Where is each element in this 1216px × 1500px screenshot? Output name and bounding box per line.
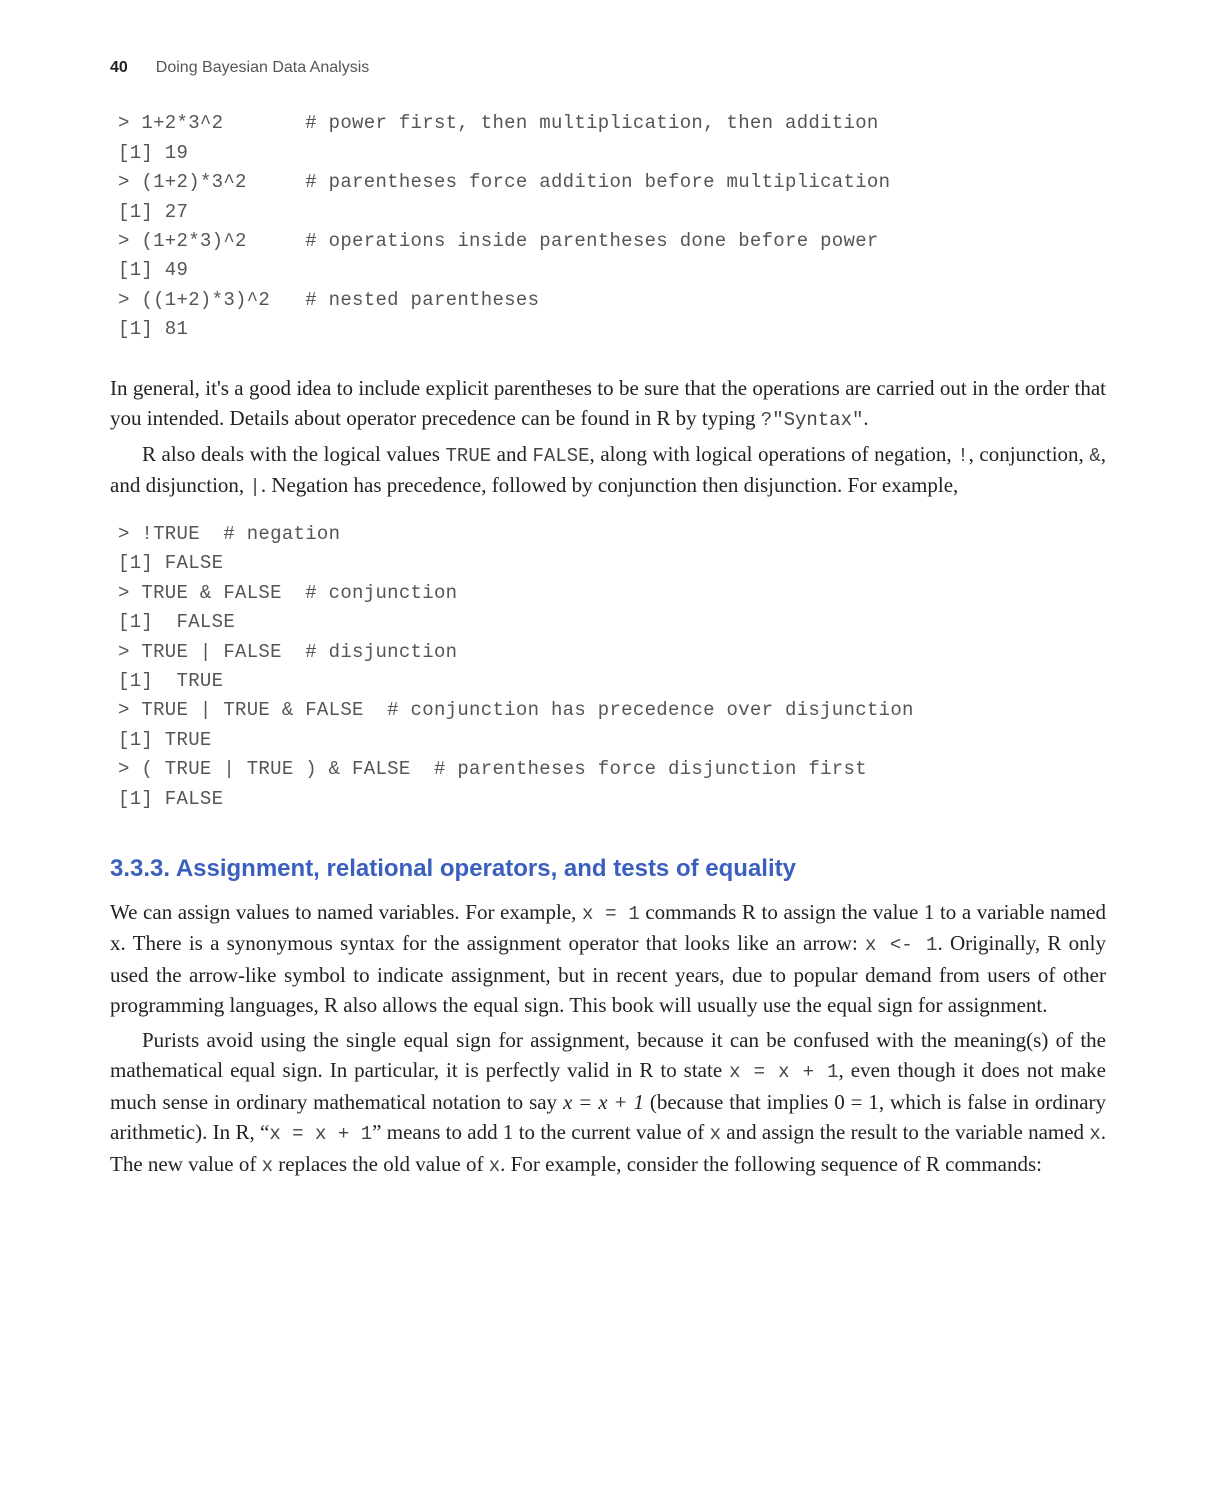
code-line: > ((1+2)*3)^2 # nested parentheses <box>118 289 539 311</box>
section-title: Assignment, relational operators, and te… <box>176 855 796 882</box>
inline-code: x = x + 1 <box>729 1061 838 1083</box>
text-run: . Negation has precedence, followed by c… <box>261 473 958 497</box>
inline-code: TRUE <box>446 445 492 467</box>
inline-code: ?"Syntax" <box>761 409 864 431</box>
inline-code: x <box>710 1123 721 1145</box>
inline-code: x = x + 1 <box>269 1123 372 1145</box>
running-header: 40 Doing Bayesian Data Analysis <box>110 56 1106 79</box>
text-run: R also deals with the logical values <box>142 442 446 466</box>
text-run: We can assign values to named variables.… <box>110 900 582 924</box>
inline-code: & <box>1089 445 1100 467</box>
inline-code: x = 1 <box>582 903 640 925</box>
code-line: > 1+2*3^2 # power first, then multiplica… <box>118 112 879 134</box>
code-line: [1] FALSE <box>118 552 223 574</box>
page: 40 Doing Bayesian Data Analysis > 1+2*3^2… <box>0 0 1216 1500</box>
text-run: , along with logical operations of negat… <box>590 442 958 466</box>
text-run: . <box>863 406 868 430</box>
code-line: [1] 19 <box>118 142 188 164</box>
paragraph-logical: R also deals with the logical values TRU… <box>110 439 1106 502</box>
text-run: and assign the result to the variable na… <box>721 1120 1089 1144</box>
text-run: ” means to add 1 to the current value of <box>372 1120 709 1144</box>
text-run: . For example, consider the following se… <box>500 1152 1042 1176</box>
text-run: , conjunction, <box>969 442 1090 466</box>
code-line: [1] TRUE <box>118 729 212 751</box>
code-line: > TRUE | FALSE # disjunction <box>118 641 457 663</box>
text-run: and <box>491 442 532 466</box>
page-number: 40 <box>110 59 128 76</box>
code-block-operator-precedence: > 1+2*3^2 # power first, then multiplica… <box>118 109 1106 345</box>
code-line: [1] 49 <box>118 259 188 281</box>
inline-code: x <box>1089 1123 1100 1145</box>
inline-code: | <box>249 476 260 498</box>
inline-code: x <- 1 <box>865 934 937 956</box>
paragraph-assignment-intro: We can assign values to named variables.… <box>110 897 1106 1021</box>
inline-code: ! <box>957 445 968 467</box>
code-line: [1] 27 <box>118 201 188 223</box>
code-line: > (1+2*3)^2 # operations inside parenthe… <box>118 230 879 252</box>
code-line: [1] TRUE <box>118 670 223 692</box>
running-title: Doing Bayesian Data Analysis <box>156 59 369 76</box>
code-line: [1] 81 <box>118 318 188 340</box>
section-heading: 3.3.3. Assignment, relational operators,… <box>110 852 1106 887</box>
section-number: 3.3.3. <box>110 855 170 882</box>
code-line: > TRUE & FALSE # conjunction <box>118 582 457 604</box>
code-line: > ( TRUE | TRUE ) & FALSE # parentheses … <box>118 758 867 780</box>
text-run: In general, it's a good idea to include … <box>110 376 1106 430</box>
paragraph-assignment-purists: Purists avoid using the single equal sig… <box>110 1025 1106 1181</box>
code-block-logical: > !TRUE # negation [1] FALSE > TRUE & FA… <box>118 520 1106 814</box>
inline-code: FALSE <box>533 445 590 467</box>
code-line: > !TRUE # negation <box>118 523 340 545</box>
text-run: replaces the old value of <box>273 1152 489 1176</box>
code-line: > TRUE | TRUE & FALSE # conjunction has … <box>118 699 914 721</box>
code-line: [1] FALSE <box>118 788 223 810</box>
math-expression: x = x + 1 <box>563 1090 644 1114</box>
inline-code: x <box>262 1155 273 1177</box>
code-line: [1] FALSE <box>118 611 235 633</box>
inline-code: x <box>489 1155 500 1177</box>
code-line: > (1+2)*3^2 # parentheses force addition… <box>118 171 890 193</box>
paragraph-parentheses: In general, it's a good idea to include … <box>110 373 1106 435</box>
